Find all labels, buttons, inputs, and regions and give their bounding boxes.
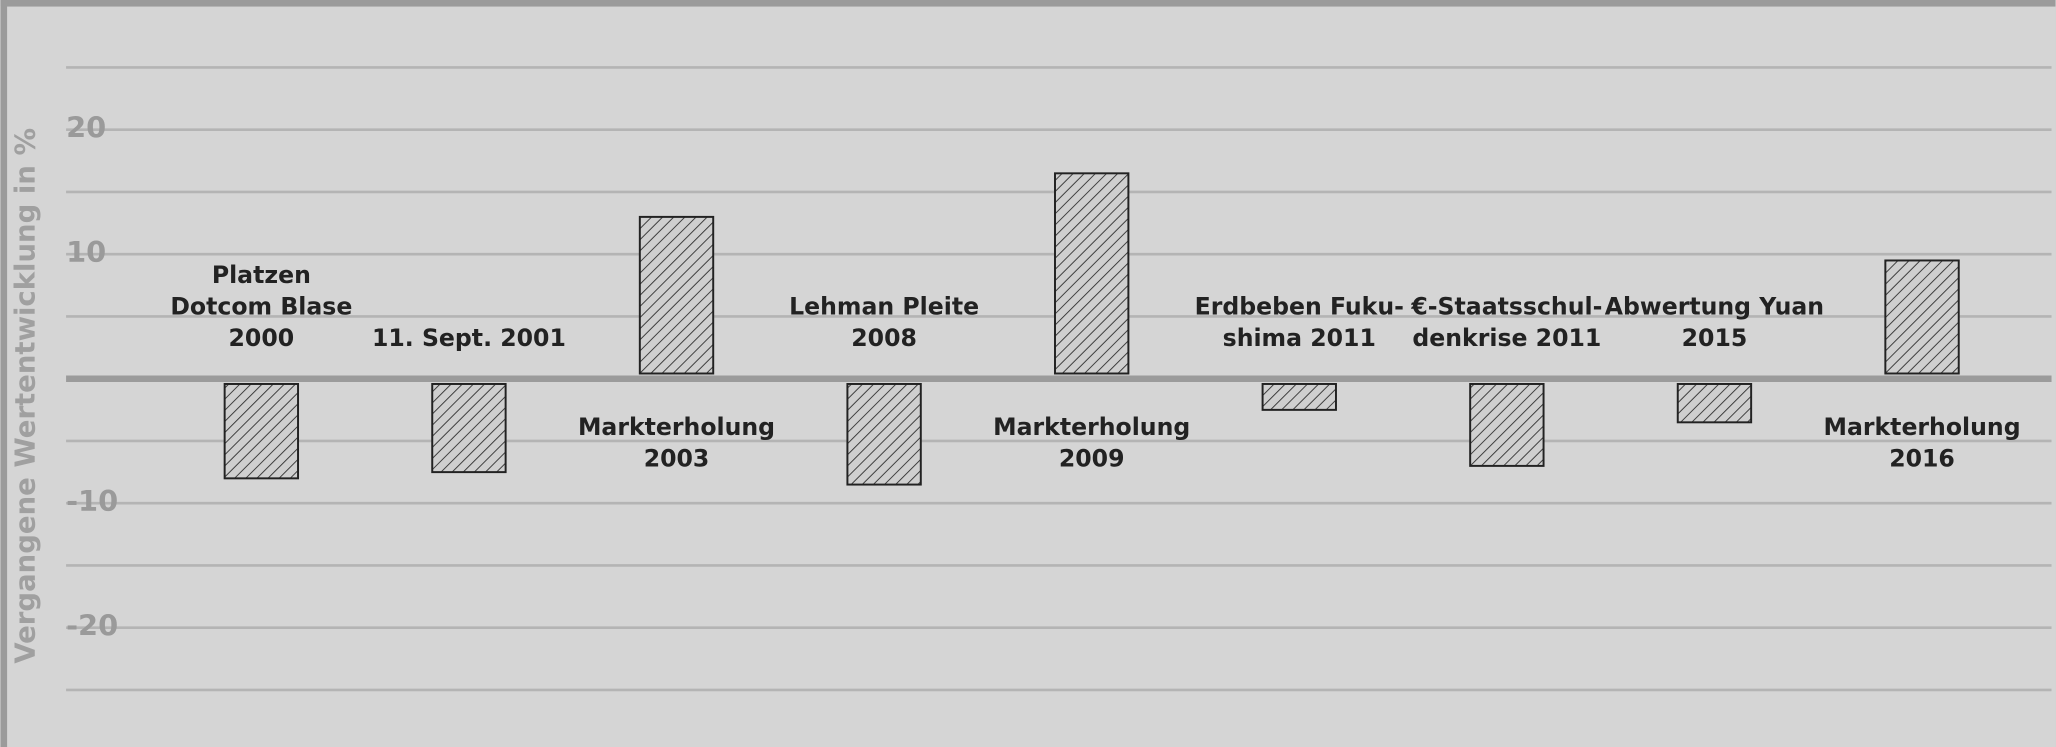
category-label: 11. Sept. 2001 <box>372 324 566 352</box>
y-axis-title: Vergangene Wertentwicklung in % <box>10 128 42 664</box>
plot: -20 -10 10 20 Platzen Dotcom Blase 2000 11. Sep… <box>66 66 2052 692</box>
category-label: 2003 <box>644 444 710 472</box>
bar <box>223 383 300 480</box>
y-tick-label: -20 <box>66 609 118 643</box>
bar <box>1469 383 1545 467</box>
category-label: Abwertung Yuan <box>1605 292 1824 320</box>
category-label: 2009 <box>1059 444 1125 472</box>
category-label: Platzen <box>212 261 311 289</box>
category-label: Erdbeben Fuku- <box>1195 292 1404 320</box>
bar <box>638 215 715 375</box>
y-tick-label: 20 <box>66 111 106 145</box>
category-label: 2015 <box>1682 324 1748 352</box>
bar <box>1884 259 1960 375</box>
category-label: €-Staatsschul- <box>1410 292 1602 320</box>
category-label: shima 2011 <box>1223 324 1376 352</box>
category-label: denkrise 2011 <box>1412 324 1601 352</box>
category-label: Dotcom Blase <box>170 292 352 320</box>
bar <box>431 383 507 474</box>
frame-left <box>0 0 8 747</box>
bar <box>1261 383 1337 411</box>
category-label: 2016 <box>1889 444 1955 472</box>
y-tick-label: 10 <box>66 235 106 269</box>
bar <box>1676 383 1753 424</box>
frame-top <box>0 0 2056 7</box>
category-label: Lehman Pleite <box>789 292 979 320</box>
category-label: 2008 <box>851 324 917 352</box>
bar <box>846 383 922 486</box>
category-label: Markterholung <box>1823 413 2020 441</box>
y-tick-label: -10 <box>66 484 118 518</box>
category-label: 2000 <box>229 324 295 352</box>
category-label: Markterholung <box>993 413 1190 441</box>
category-label: Markterholung <box>578 413 775 441</box>
bar <box>1054 172 1130 375</box>
